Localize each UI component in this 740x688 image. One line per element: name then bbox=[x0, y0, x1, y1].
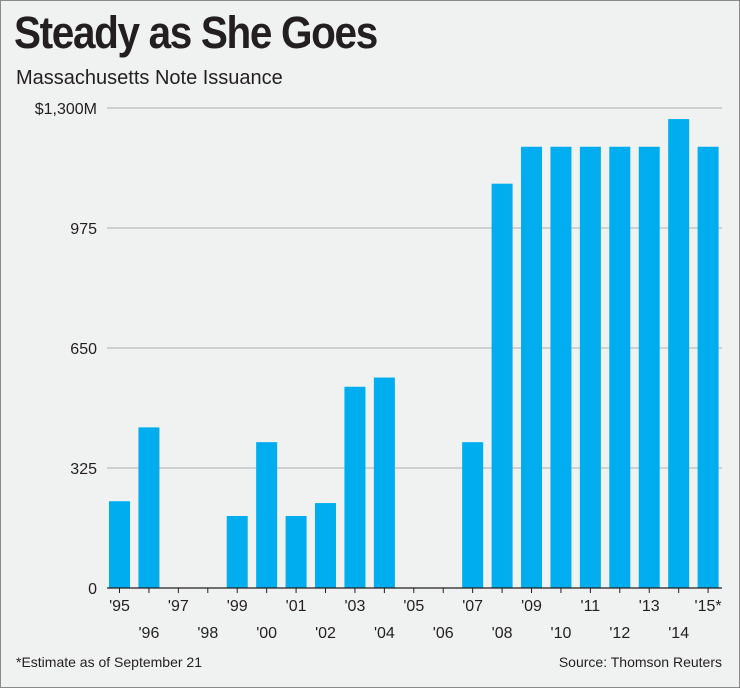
x-tick-label: '95 bbox=[109, 598, 130, 615]
bar-96 bbox=[138, 427, 160, 588]
x-tick-label: '11 bbox=[581, 598, 601, 615]
bar-02 bbox=[315, 503, 337, 588]
bar-14 bbox=[668, 119, 690, 589]
bar-95 bbox=[109, 501, 130, 588]
x-tick-label: '98 bbox=[197, 625, 218, 642]
x-tick-label: '10 bbox=[551, 625, 572, 642]
x-tick-label: '04 bbox=[374, 625, 395, 642]
bar-13 bbox=[638, 146, 660, 588]
bar-07 bbox=[462, 442, 484, 588]
x-tick-label: '09 bbox=[521, 598, 542, 615]
x-tick-label: '07 bbox=[462, 598, 483, 615]
y-tick-label: 325 bbox=[70, 461, 97, 478]
chart-subtitle: Massachusetts Note Issuance bbox=[16, 67, 283, 89]
x-tick-label: '12 bbox=[609, 625, 630, 642]
x-tick-label: '15* bbox=[695, 598, 722, 615]
bar-12 bbox=[609, 146, 631, 588]
x-tick-label: '97 bbox=[168, 598, 189, 615]
x-tick-label: '00 bbox=[256, 625, 277, 642]
bar-04 bbox=[373, 377, 395, 588]
footnote: *Estimate as of September 21 bbox=[16, 654, 202, 670]
bar-08 bbox=[491, 183, 513, 588]
bar-09 bbox=[521, 146, 543, 588]
y-tick-label: $1,300M bbox=[35, 101, 97, 118]
x-tick-label: '99 bbox=[227, 598, 248, 615]
chart-title: Steady as She Goes bbox=[14, 7, 378, 58]
x-tick-label: '06 bbox=[433, 625, 454, 642]
x-tick-label: '05 bbox=[403, 598, 424, 615]
bar-15 bbox=[697, 146, 719, 588]
bar-99 bbox=[226, 516, 248, 588]
x-tick-label: '02 bbox=[315, 625, 336, 642]
bars bbox=[109, 119, 719, 589]
y-tick-label: 0 bbox=[88, 581, 97, 598]
x-tick-label: '14 bbox=[668, 625, 689, 642]
x-tick-label: '03 bbox=[345, 598, 366, 615]
x-tick-label: '01 bbox=[286, 598, 307, 615]
bar-00 bbox=[256, 442, 278, 588]
y-tick-label: 975 bbox=[70, 221, 97, 238]
bar-01 bbox=[285, 516, 307, 588]
x-axis-tick-labels: '95 '96 '97 '98 '99 '00 '01 '02 '03 '04 '05 '06 '07 '… bbox=[109, 588, 722, 642]
source-note: Source: Thomson Reuters bbox=[558, 654, 722, 670]
bar-10 bbox=[550, 146, 572, 588]
x-tick-label: '96 bbox=[139, 625, 160, 642]
y-axis-tick-labels: 0 325 650 975 $1,300M bbox=[35, 101, 97, 598]
x-tick-label: '13 bbox=[639, 598, 660, 615]
bar-03 bbox=[344, 386, 366, 588]
y-tick-label: 650 bbox=[70, 341, 97, 358]
bar-11 bbox=[579, 146, 601, 588]
x-tick-label: '08 bbox=[492, 625, 513, 642]
